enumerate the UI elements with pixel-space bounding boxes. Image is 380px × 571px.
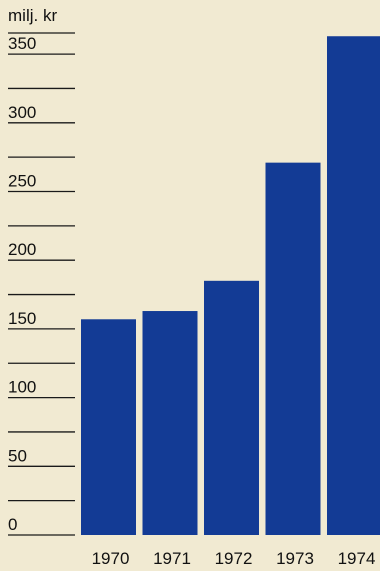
x-tick-label-1974: 1974 xyxy=(338,549,376,568)
y-tick-label: 350 xyxy=(8,34,36,53)
x-axis-category-labels: 1970 1971 1972 1973 1974 xyxy=(92,549,376,568)
y-tick-label: 300 xyxy=(8,103,36,122)
bar-1974 xyxy=(327,36,380,535)
y-axis-rules xyxy=(8,32,75,536)
y-axis-tick-labels: 0 50 100 150 200 250 300 350 xyxy=(8,34,36,534)
x-tick-label-1972: 1972 xyxy=(215,549,253,568)
bars xyxy=(81,36,380,535)
bar-1973 xyxy=(265,162,321,535)
y-tick-label: 150 xyxy=(8,309,36,328)
y-axis-unit-label: milj. kr xyxy=(8,6,57,25)
x-tick-label-1971: 1971 xyxy=(153,549,191,568)
x-tick-label-1973: 1973 xyxy=(276,549,314,568)
y-tick-label: 200 xyxy=(8,240,36,259)
y-tick-label: 250 xyxy=(8,172,36,191)
x-tick-label-1970: 1970 xyxy=(92,549,130,568)
bar-1972 xyxy=(204,280,259,535)
bar-1971 xyxy=(142,311,198,535)
y-tick-label: 0 xyxy=(8,515,17,534)
bar-1970 xyxy=(81,319,136,535)
y-tick-label: 50 xyxy=(8,446,27,465)
y-tick-label: 100 xyxy=(8,378,36,397)
